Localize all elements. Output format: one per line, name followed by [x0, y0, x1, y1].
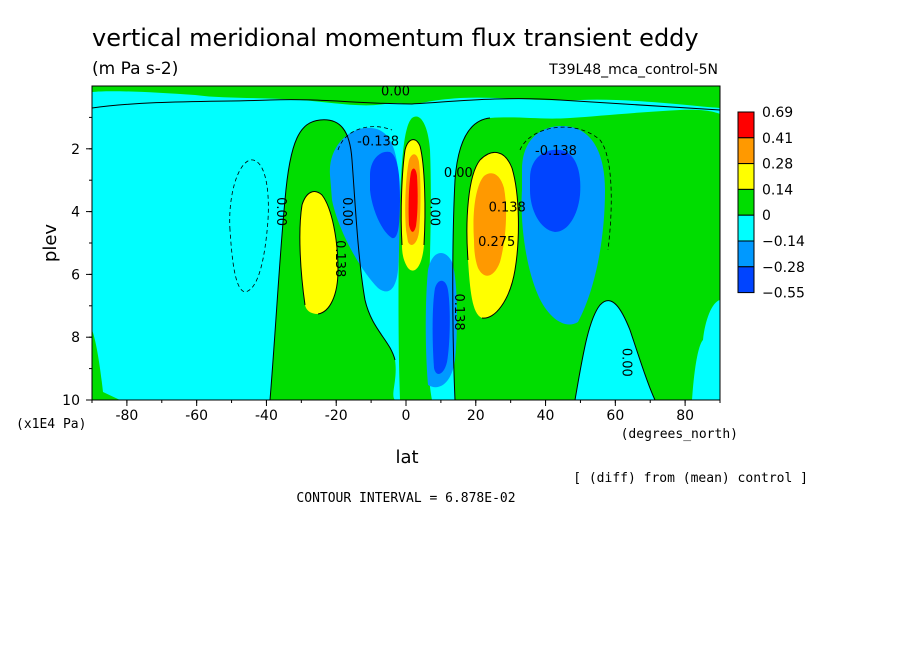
color-legend: 0.69 0.41 0.28 0.14 0 −0.14 −0.28 −0.55	[737, 105, 805, 302]
contour-sh-negative-weak	[229, 159, 269, 293]
x-tick-label: 60	[606, 408, 624, 424]
contour-label: 0.00	[339, 197, 354, 226]
y-tick-label: 8	[71, 330, 80, 346]
contour-sh-positive	[299, 191, 339, 315]
legend-swatch	[737, 188, 755, 216]
x-axis: -80 -60 -40 -20 0 20 40 60 80	[91, 400, 721, 424]
legend-swatch	[737, 240, 755, 268]
region-sh-negative-strong	[370, 151, 400, 239]
contour-equator-positive	[400, 139, 426, 246]
region-nh-negative-strong	[530, 149, 581, 232]
contour-nh-low-zero	[574, 300, 656, 400]
contour-label: 0.00	[273, 197, 288, 226]
legend-swatch	[737, 214, 755, 242]
y-tick-label: 4	[71, 205, 80, 221]
contour-label: -0.138	[535, 144, 577, 159]
y-axis: 2 4 6 8 10	[62, 116, 92, 409]
legend-swatch	[737, 163, 755, 190]
contour-label: 0.00	[381, 84, 410, 99]
contour-label: 0.138	[332, 240, 347, 277]
region-nh-low-negative-strong	[432, 280, 450, 374]
legend-label: −0.55	[762, 286, 805, 302]
legend-swatch	[737, 266, 755, 294]
x-tick-label: 20	[467, 408, 485, 424]
contour-sh-negative-outer	[337, 126, 393, 151]
y-axis-units: (x1E4 Pa)	[16, 417, 86, 432]
y-tick-label: 10	[62, 393, 80, 409]
legend-label: −0.14	[762, 234, 805, 250]
y-axis-label: plev	[40, 224, 61, 263]
region-nh-positive-strong	[473, 173, 507, 276]
legend-swatch	[737, 137, 755, 165]
x-tick-label: 80	[676, 408, 694, 424]
legend-label: 0.41	[762, 131, 793, 147]
x-tick-label: -40	[255, 408, 278, 424]
contour-nh-negative-outer	[519, 126, 612, 251]
diff-note: [ (diff) from (mean) control ]	[573, 471, 808, 486]
legend-label: −0.28	[762, 260, 805, 276]
region-equator-positive-peak	[408, 168, 418, 232]
contour-plot	[92, 86, 720, 400]
contour-interval: CONTOUR INTERVAL = 6.878E-02	[296, 491, 515, 506]
contour-nh-zero-inner	[452, 117, 491, 400]
legend-label: 0.69	[762, 105, 793, 121]
chart-title: vertical meridional momentum flux transi…	[92, 24, 699, 52]
x-tick-label: -20	[325, 408, 348, 424]
contour-top-zero	[92, 98, 720, 111]
x-axis-label: lat	[395, 447, 418, 468]
region-sh-edge-positive	[92, 330, 120, 400]
contour-label: 0.138	[451, 293, 466, 330]
contour-label: -0.138	[357, 135, 399, 150]
contour-label: 0.275	[478, 235, 515, 250]
legend-label: 0.28	[762, 157, 793, 173]
legend-swatch	[737, 111, 755, 139]
x-tick-label: 40	[537, 408, 555, 424]
contour-label: 0.138	[489, 201, 526, 216]
contour-label: 0.00	[426, 197, 441, 226]
x-tick-label: 0	[402, 408, 411, 424]
y-tick-label: 2	[71, 142, 80, 158]
contour-label-layer: 0.00 -0.138 -0.138 0.00 0.00 0.138 0.00 0.00 0.1…	[273, 84, 633, 376]
units-label: (m Pa s-2)	[92, 59, 178, 79]
x-tick-label: -80	[115, 408, 138, 424]
contour-nh-positive	[466, 152, 519, 319]
contour-label: 0.00	[618, 348, 633, 377]
region-nh-negative-edge	[692, 340, 714, 400]
x-tick-label: -60	[185, 408, 208, 424]
region-nh-negative-weak	[575, 300, 655, 400]
region-sh-positive-strong	[299, 191, 338, 314]
legend-label: 0	[762, 208, 771, 224]
contour-sh-zero	[269, 119, 396, 400]
region-top-positive	[92, 86, 720, 108]
run-label: T39L48_mca_control-5N	[548, 62, 718, 78]
y-tick-label: 6	[71, 267, 80, 283]
contour-label: 0.00	[444, 166, 473, 181]
x-axis-units: (degrees_north)	[621, 427, 738, 442]
legend-label: 0.14	[762, 182, 793, 198]
